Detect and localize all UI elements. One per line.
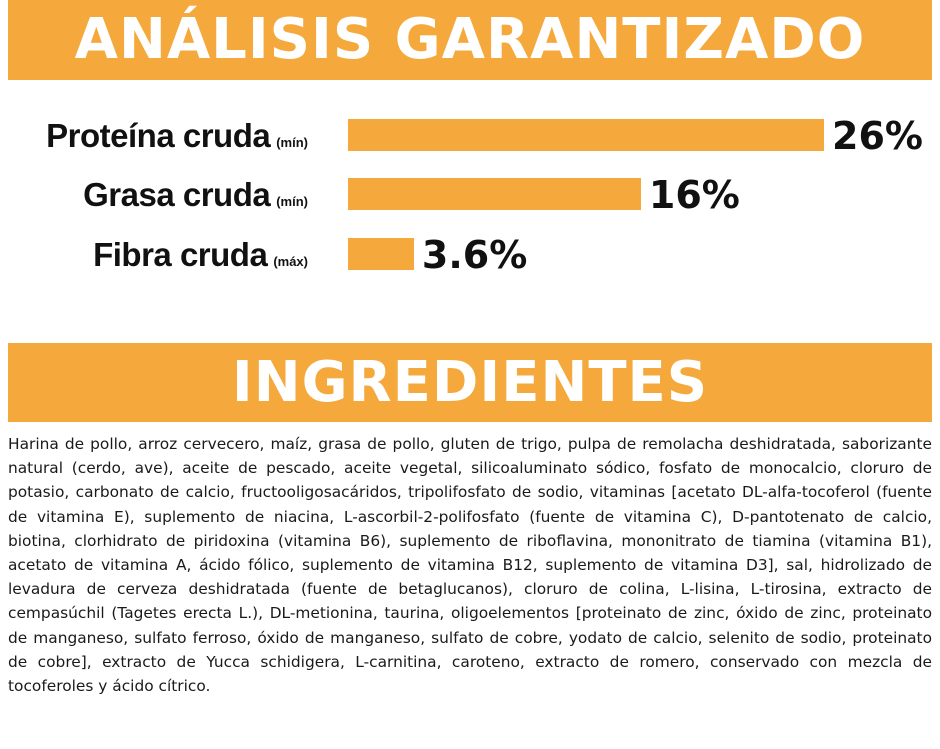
nutrient-label: Grasa cruda (mín) [83, 172, 308, 218]
nutrient-row-fiber: Fibra cruda (máx) 3.6% [0, 232, 940, 278]
nutrient-bar [348, 238, 414, 270]
nutrient-name: Proteína cruda [46, 117, 271, 154]
ingredients-list: Harina de pollo, arroz cervecero, maíz, … [8, 435, 932, 696]
analysis-banner: ANÁLISIS GARANTIZADO [8, 0, 932, 80]
nutrient-row-protein: Proteína cruda (mín) 26% [0, 113, 940, 159]
analysis-title: ANÁLISIS GARANTIZADO [74, 7, 866, 72]
nutrient-qualifier: (máx) [273, 254, 308, 269]
nutrient-label: Fibra cruda (máx) [93, 232, 308, 278]
nutrient-bar [348, 119, 824, 151]
nutrient-qualifier: (mín) [276, 135, 308, 150]
nutrient-value: 16% [648, 173, 740, 217]
nutrient-name: Fibra cruda [93, 236, 268, 273]
nutrient-bar [348, 178, 641, 210]
nutrient-label: Proteína cruda (mín) [46, 113, 308, 159]
ingredients-title: INGREDIENTES [231, 350, 709, 415]
ingredients-banner: INGREDIENTES [8, 343, 932, 422]
nutrient-value: 3.6% [421, 233, 528, 277]
nutrient-value: 26% [832, 114, 923, 158]
nutrient-qualifier: (mín) [276, 194, 308, 209]
nutrient-name: Grasa cruda [83, 176, 271, 213]
nutrient-row-fat: Grasa cruda (mín) 16% [0, 172, 940, 218]
